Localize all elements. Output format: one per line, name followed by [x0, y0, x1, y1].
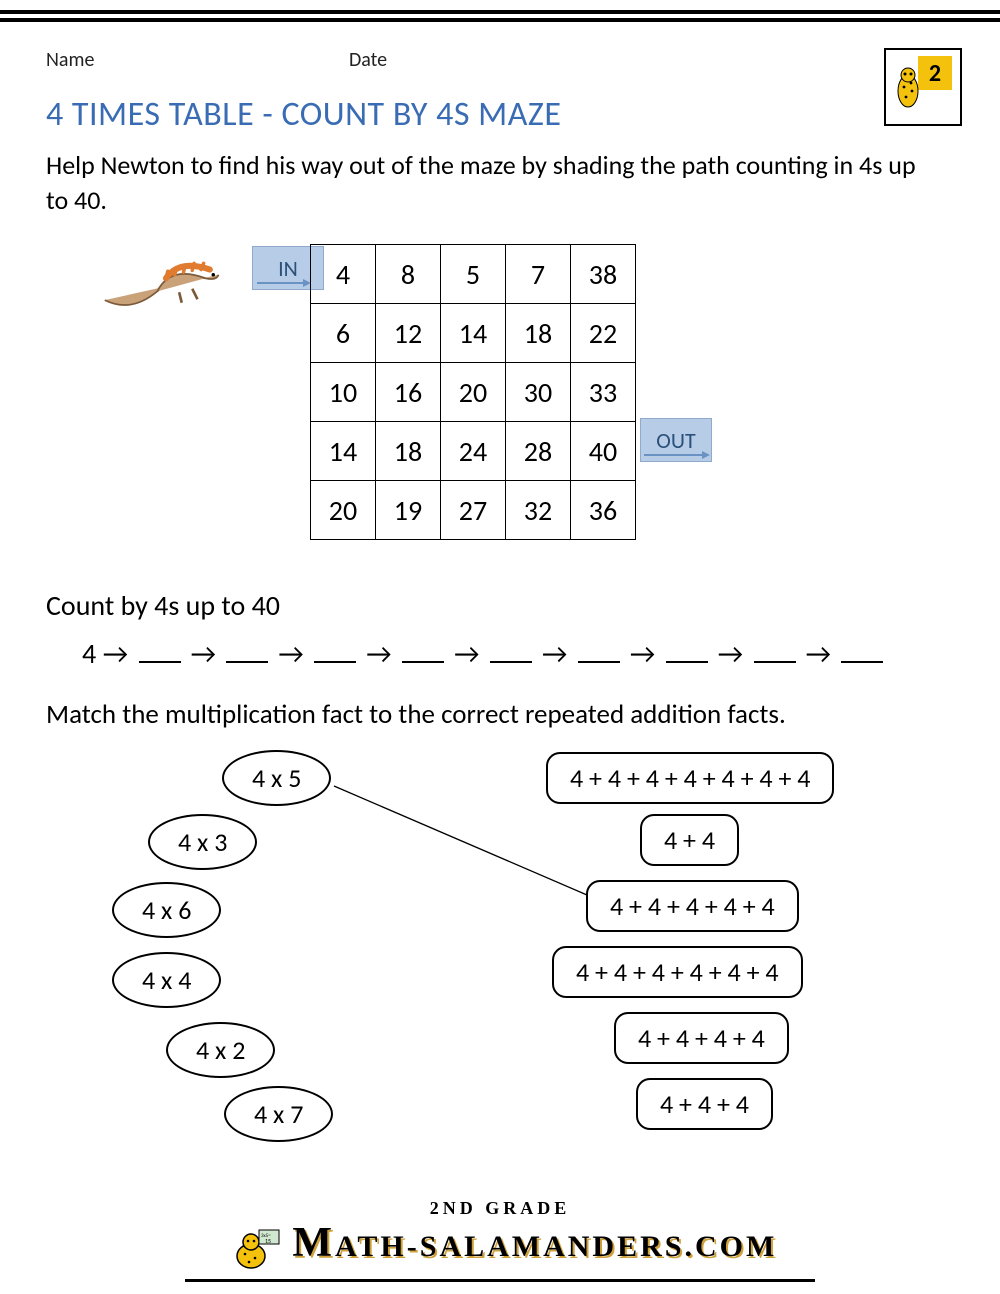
footer-brand: MATH-SALAMANDERS.COM	[292, 1230, 777, 1263]
arrow-icon: →	[278, 636, 304, 671]
maze-cell[interactable]: 33	[571, 363, 636, 422]
chain-blank[interactable]	[402, 639, 444, 663]
maze-cell[interactable]: 28	[506, 422, 571, 481]
match-heading: Match the multiplication fact to the cor…	[46, 698, 786, 731]
arrow-icon: →	[806, 636, 832, 671]
maze-cell[interactable]: 30	[506, 363, 571, 422]
name-label: Name	[46, 48, 94, 72]
chain-blank[interactable]	[139, 639, 181, 663]
instructions: Help Newton to find his way out of the m…	[46, 148, 940, 218]
svg-text:15: 15	[265, 1237, 271, 1245]
chain-blank[interactable]	[226, 639, 268, 663]
footer-rule	[185, 1279, 815, 1282]
mult-fact-oval[interactable]: 4 x 3	[148, 814, 257, 870]
maze-cell[interactable]: 8	[376, 245, 441, 304]
maze-cell[interactable]: 10	[311, 363, 376, 422]
maze-cell[interactable]: 16	[376, 363, 441, 422]
maze-cell[interactable]: 22	[571, 304, 636, 363]
chain-blank[interactable]	[754, 639, 796, 663]
maze-cell[interactable]: 27	[441, 481, 506, 540]
maze-cell[interactable]: 18	[506, 304, 571, 363]
newton-salamander-icon	[96, 252, 236, 328]
footer: 2ND GRADE 3x5= 15 MATH-SALAMANDERS.COM	[0, 1198, 1000, 1282]
maze-cell[interactable]: 20	[441, 363, 506, 422]
maze-cell[interactable]: 7	[506, 245, 571, 304]
mult-fact-oval[interactable]: 4 x 6	[112, 882, 221, 938]
maze-grid: 4857386121418221016203033141824284020192…	[310, 244, 636, 540]
addition-fact-rect[interactable]: 4 + 4	[640, 814, 739, 866]
arrow-out-icon	[644, 454, 704, 456]
mult-fact-oval[interactable]: 4 x 5	[222, 750, 331, 806]
maze-cell[interactable]: 5	[441, 245, 506, 304]
mult-fact-oval[interactable]: 4 x 7	[224, 1086, 333, 1142]
chain-blank[interactable]	[841, 639, 883, 663]
salamander-icon	[890, 61, 930, 120]
arrow-icon: →	[630, 636, 656, 671]
arrow-icon: →	[718, 636, 744, 671]
addition-fact-rect[interactable]: 4 + 4 + 4 + 4 + 4 + 4	[552, 946, 803, 998]
chain-start: 4	[82, 636, 97, 671]
footer-brand-row: 3x5= 15 MATH-SALAMANDERS.COM	[0, 1219, 1000, 1277]
maze-cell[interactable]: 20	[311, 481, 376, 540]
addition-fact-rect[interactable]: 4 + 4 + 4 + 4 + 4	[586, 880, 799, 932]
footer-brand-m: M	[292, 1220, 335, 1266]
maze-cell[interactable]: 14	[311, 422, 376, 481]
maze-cell[interactable]: 12	[376, 304, 441, 363]
maze-cell[interactable]: 24	[441, 422, 506, 481]
count-by-chain[interactable]: 4→→→→→→→→→	[82, 636, 887, 671]
arrow-icon: →	[103, 636, 129, 671]
maze-cell[interactable]: 32	[506, 481, 571, 540]
footer-brand-rest: ATH-SALAMANDERS.COM	[335, 1230, 777, 1263]
top-rule-thick	[0, 10, 1000, 14]
chain-blank[interactable]	[578, 639, 620, 663]
arrow-in-icon	[257, 282, 305, 284]
maze-cell[interactable]: 36	[571, 481, 636, 540]
arrow-icon: →	[454, 636, 480, 671]
maze-cell[interactable]: 18	[376, 422, 441, 481]
count-by-heading: Count by 4s up to 40	[46, 588, 280, 623]
grade-logo: 2	[884, 48, 962, 126]
name-date-row: Name Date	[46, 48, 637, 72]
maze-cell[interactable]: 40	[571, 422, 636, 481]
arrow-icon: →	[191, 636, 217, 671]
chain-blank[interactable]	[314, 639, 356, 663]
maze-cell[interactable]: 14	[441, 304, 506, 363]
worksheet-page: Name Date 2 4 TIMES TABLE - COUNT BY 4S …	[0, 0, 1000, 1294]
page-title: 4 TIMES TABLE - COUNT BY 4S MAZE	[46, 94, 561, 135]
maze-cell[interactable]: 19	[376, 481, 441, 540]
footer-grade: 2ND GRADE	[0, 1198, 1000, 1219]
mult-fact-oval[interactable]: 4 x 4	[112, 952, 221, 1008]
top-rule-thick-2	[0, 18, 1000, 22]
chain-blank[interactable]	[666, 639, 708, 663]
match-area: 4 x 5 4 x 3 4 x 6 4 x 4 4 x 2 4 x 7 4 + 4 + 4 …	[0, 750, 1000, 1190]
arrow-icon: →	[366, 636, 392, 671]
footer-salamander-icon: 3x5= 15	[223, 1228, 283, 1277]
addition-fact-rect[interactable]: 4 + 4 + 4 + 4	[614, 1012, 789, 1064]
arrow-icon: →	[542, 636, 568, 671]
date-label: Date	[349, 48, 387, 72]
addition-fact-rect[interactable]: 4 + 4 + 4 + 4 + 4 + 4 + 4	[546, 752, 834, 804]
maze-cell[interactable]: 6	[311, 304, 376, 363]
chain-blank[interactable]	[490, 639, 532, 663]
addition-fact-rect[interactable]: 4 + 4 + 4	[636, 1078, 773, 1130]
maze-cell[interactable]: 4	[311, 245, 376, 304]
mult-fact-oval[interactable]: 4 x 2	[166, 1022, 275, 1078]
maze-cell[interactable]: 38	[571, 245, 636, 304]
